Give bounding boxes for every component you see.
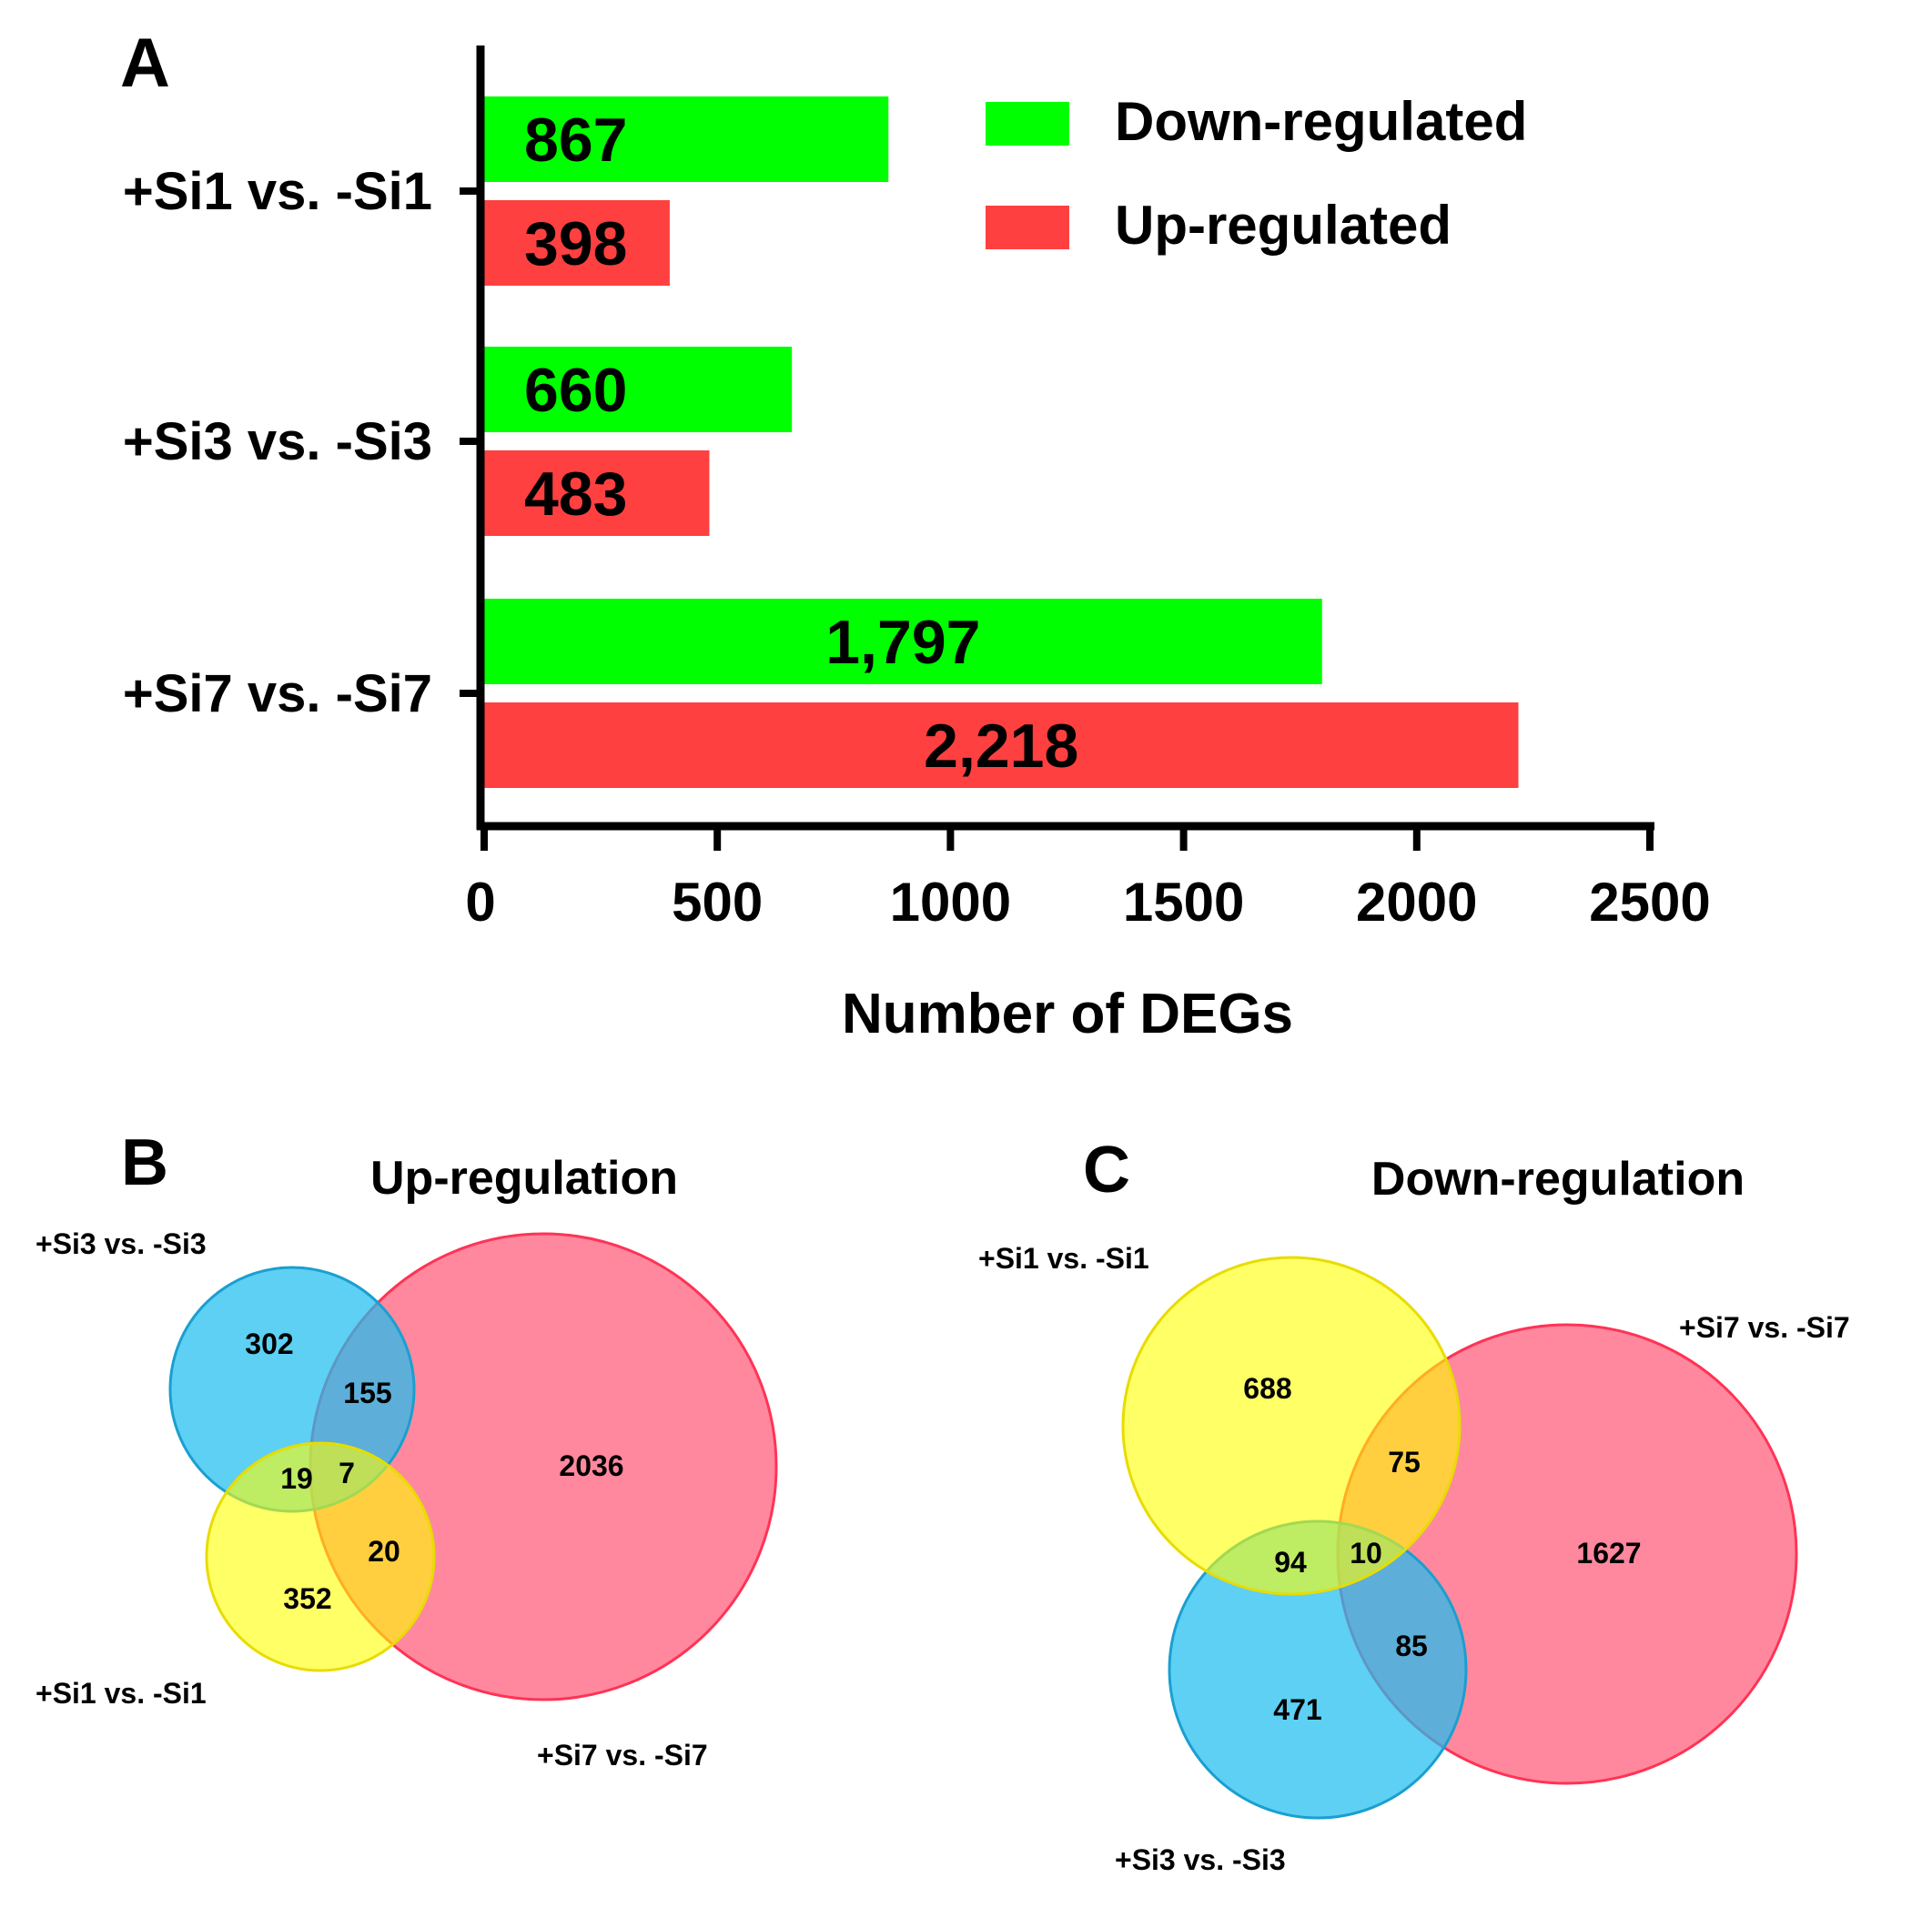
y-axis-ticks: +Si1 vs. -Si1 +Si3 vs. -Si3 +Si7 vs. -Si7 — [123, 162, 480, 723]
bar-up-regulated-1 — [484, 200, 670, 286]
bar-group — [484, 96, 1519, 788]
legend-label-up: Up-regulated — [1115, 195, 1452, 256]
venn-up-title: Up-regulation — [370, 1152, 678, 1205]
bar-down-regulated-3 — [484, 599, 1322, 684]
x-tick-label-2000: 2000 — [1356, 872, 1477, 933]
panel-b-venn-up: B Up-regulation 302 155 2036 19 7 20 352… — [35, 1126, 778, 1772]
x-axis-title: Number of DEGs — [842, 983, 1293, 1045]
y-tick-label-3: +Si7 vs. -Si7 — [123, 664, 432, 723]
panel-c-venn-down: C Down-regulation 688 75 1627 94 10 85 4… — [978, 1134, 1850, 1876]
venn-up-set-label-si3: +Si3 vs. -Si3 — [35, 1227, 207, 1260]
bar-value-label-up-regulated-2: 483 — [524, 459, 627, 529]
venn-up-region-si3-si1: 19 — [280, 1462, 313, 1495]
venn-up-region-all: 7 — [339, 1457, 355, 1489]
venn-down-set-label-si7: +Si7 vs. -Si7 — [1679, 1311, 1850, 1344]
venn-down-region-si3-only: 471 — [1273, 1693, 1321, 1726]
venn-up-region-si7-only: 2036 — [559, 1449, 623, 1482]
bar-value-label-down-regulated-1: 867 — [524, 106, 627, 175]
venn-up-region-si3-si7: 155 — [343, 1377, 391, 1409]
venn-down-region-si3-si7: 85 — [1395, 1630, 1428, 1662]
venn-down-set-label-si3: +Si3 vs. -Si3 — [1115, 1843, 1286, 1876]
venn-up-set-si1 — [205, 1441, 436, 1672]
x-axis-ticks: 0 500 1000 1500 2000 2500 — [465, 826, 1711, 933]
venn-up-region-si1-si7: 20 — [368, 1535, 400, 1568]
venn-up-region-si3-only: 302 — [245, 1328, 293, 1360]
panel-c-label: C — [1083, 1134, 1130, 1206]
venn-down-set-label-si1: +Si1 vs. -Si1 — [978, 1242, 1149, 1275]
venn-down-region-all: 10 — [1350, 1537, 1382, 1570]
bar-value-label-up-regulated-1: 398 — [524, 209, 627, 278]
legend-label-down: Down-regulated — [1115, 91, 1527, 152]
x-tick-label-1000: 1000 — [890, 872, 1011, 933]
bar-value-label-down-regulated-3: 1,797 — [825, 608, 980, 677]
venn-down-region-si1-only: 688 — [1243, 1372, 1291, 1405]
legend-swatch-up — [986, 206, 1069, 249]
x-tick-label-2500: 2500 — [1589, 872, 1710, 933]
panel-a-bar-chart: A 867 398 660 483 1,797 2,218 0 500 1000 1500 200… — [120, 25, 1711, 1045]
venn-down-title: Down-regulation — [1371, 1153, 1745, 1206]
bar-down-regulated-2 — [484, 347, 793, 432]
legend-swatch-down — [986, 102, 1069, 146]
bar-up-regulated-3 — [484, 702, 1519, 788]
x-tick-label-500: 500 — [672, 872, 763, 933]
x-tick-label-0: 0 — [465, 872, 495, 933]
x-tick-label-1500: 1500 — [1123, 872, 1244, 933]
bar-value-label-up-regulated-3: 2,218 — [924, 712, 1078, 781]
bar-down-regulated-1 — [484, 96, 889, 182]
venn-up-set-label-si7: +Si7 vs. -Si7 — [537, 1739, 708, 1772]
legend: Down-regulated Up-regulated — [986, 91, 1527, 256]
panel-a-label: A — [120, 25, 170, 102]
venn-down-region-si7-only: 1627 — [1576, 1537, 1641, 1570]
panel-b-label: B — [121, 1126, 168, 1199]
y-tick-label-1: +Si1 vs. -Si1 — [123, 162, 432, 221]
venn-down-region-si1-si7: 75 — [1388, 1446, 1421, 1479]
bar-value-labels: 867 398 660 483 1,797 2,218 — [524, 106, 1078, 781]
venn-down-set-si1 — [1121, 1256, 1462, 1596]
venn-up-set-label-si1: +Si1 vs. -Si1 — [35, 1677, 207, 1710]
venn-up-region-si1-only: 352 — [283, 1582, 331, 1615]
venn-down-region-si1-si3: 94 — [1274, 1546, 1307, 1579]
bar-value-label-down-regulated-2: 660 — [524, 356, 627, 425]
y-tick-label-2: +Si3 vs. -Si3 — [123, 412, 432, 471]
bar-up-regulated-2 — [484, 450, 710, 536]
